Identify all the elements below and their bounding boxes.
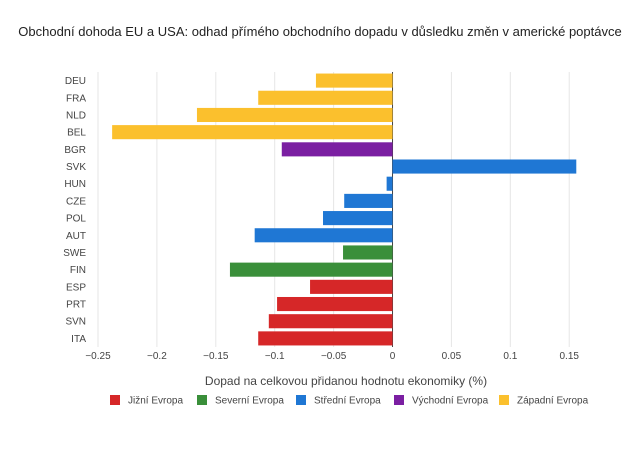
y-axis-tick-labels: DEU FRA NLD BEL BGR SVK HUN CZE POL AUT SWE FIN ESP P… [63, 76, 86, 345]
legend-swatch [499, 395, 509, 405]
legend: Jižní Evropa Severní Evropa Střední Evropa… [110, 395, 589, 407]
legend-item[interactable]: Střední Evropa [296, 395, 381, 407]
y-tick-label: BGR [64, 145, 86, 156]
bars [112, 73, 577, 346]
bar-svk[interactable] [392, 159, 577, 174]
bar-cze[interactable] [344, 193, 393, 208]
y-tick-label: SVN [65, 317, 86, 328]
y-tick-label: NLD [66, 110, 86, 121]
x-tick-label: −0.2 [147, 351, 167, 362]
y-tick-label: BEL [67, 128, 86, 139]
bar-bgr[interactable] [281, 142, 393, 157]
x-tick-label: −0.25 [85, 351, 111, 362]
bar-bel[interactable] [112, 125, 393, 140]
chart-title: Obchodní dohoda EU a USA: odhad přímého … [18, 24, 621, 39]
legend-item[interactable]: Severní Evropa [197, 395, 284, 407]
bar-pol[interactable] [323, 211, 393, 226]
x-tick-label: 0.1 [503, 351, 517, 362]
legend-label: Severní Evropa [215, 396, 284, 407]
legend-item[interactable]: Západní Evropa [499, 395, 589, 407]
x-tick-label: −0.15 [203, 351, 229, 362]
x-tick-label: 0 [390, 351, 396, 362]
legend-swatch [394, 395, 404, 405]
y-tick-label: ESP [66, 282, 86, 293]
legend-label: Západní Evropa [517, 396, 589, 407]
y-tick-label: HUN [64, 179, 86, 190]
legend-swatch [296, 395, 306, 405]
legend-swatch [197, 395, 207, 405]
legend-label: Východní Evropa [412, 396, 489, 407]
y-tick-label: AUT [66, 231, 86, 242]
y-tick-label: PRT [66, 300, 86, 311]
x-tick-label: −0.1 [265, 351, 285, 362]
legend-swatch [110, 395, 120, 405]
bar-deu[interactable] [315, 73, 393, 88]
bar-fin[interactable] [229, 262, 393, 277]
x-tick-label: −0.05 [321, 351, 347, 362]
y-tick-label: SVK [66, 162, 86, 173]
y-tick-label: SWE [63, 248, 86, 259]
legend-label: Jižní Evropa [128, 396, 183, 407]
y-tick-label: POL [66, 214, 86, 225]
bar-aut[interactable] [254, 228, 393, 243]
x-tick-label: 0.05 [442, 351, 462, 362]
y-tick-label: FRA [66, 93, 86, 104]
bar-hun[interactable] [386, 176, 393, 191]
legend-label: Střední Evropa [314, 396, 381, 407]
bar-svn[interactable] [268, 314, 393, 329]
bar-swe[interactable] [343, 245, 393, 260]
bar-fra[interactable] [258, 90, 393, 105]
bar-nld[interactable] [196, 107, 393, 123]
y-tick-label: DEU [65, 76, 86, 87]
y-tick-label: ITA [71, 334, 86, 345]
x-axis-tick-labels: −0.25 −0.2 −0.15 −0.1 −0.05 0 0.05 0.1 0.15 [85, 351, 579, 362]
bar-prt[interactable] [277, 296, 393, 312]
y-tick-label: CZE [66, 196, 86, 207]
x-tick-label: 0.15 [559, 351, 579, 362]
bar-ita[interactable] [258, 331, 393, 346]
x-axis-title: Dopad na celkovou přidanou hodnotu ekono… [205, 374, 487, 388]
y-tick-label: FIN [70, 265, 86, 276]
bar-esp[interactable] [310, 279, 393, 294]
legend-item[interactable]: Východní Evropa [394, 395, 489, 407]
legend-item[interactable]: Jižní Evropa [110, 395, 183, 407]
